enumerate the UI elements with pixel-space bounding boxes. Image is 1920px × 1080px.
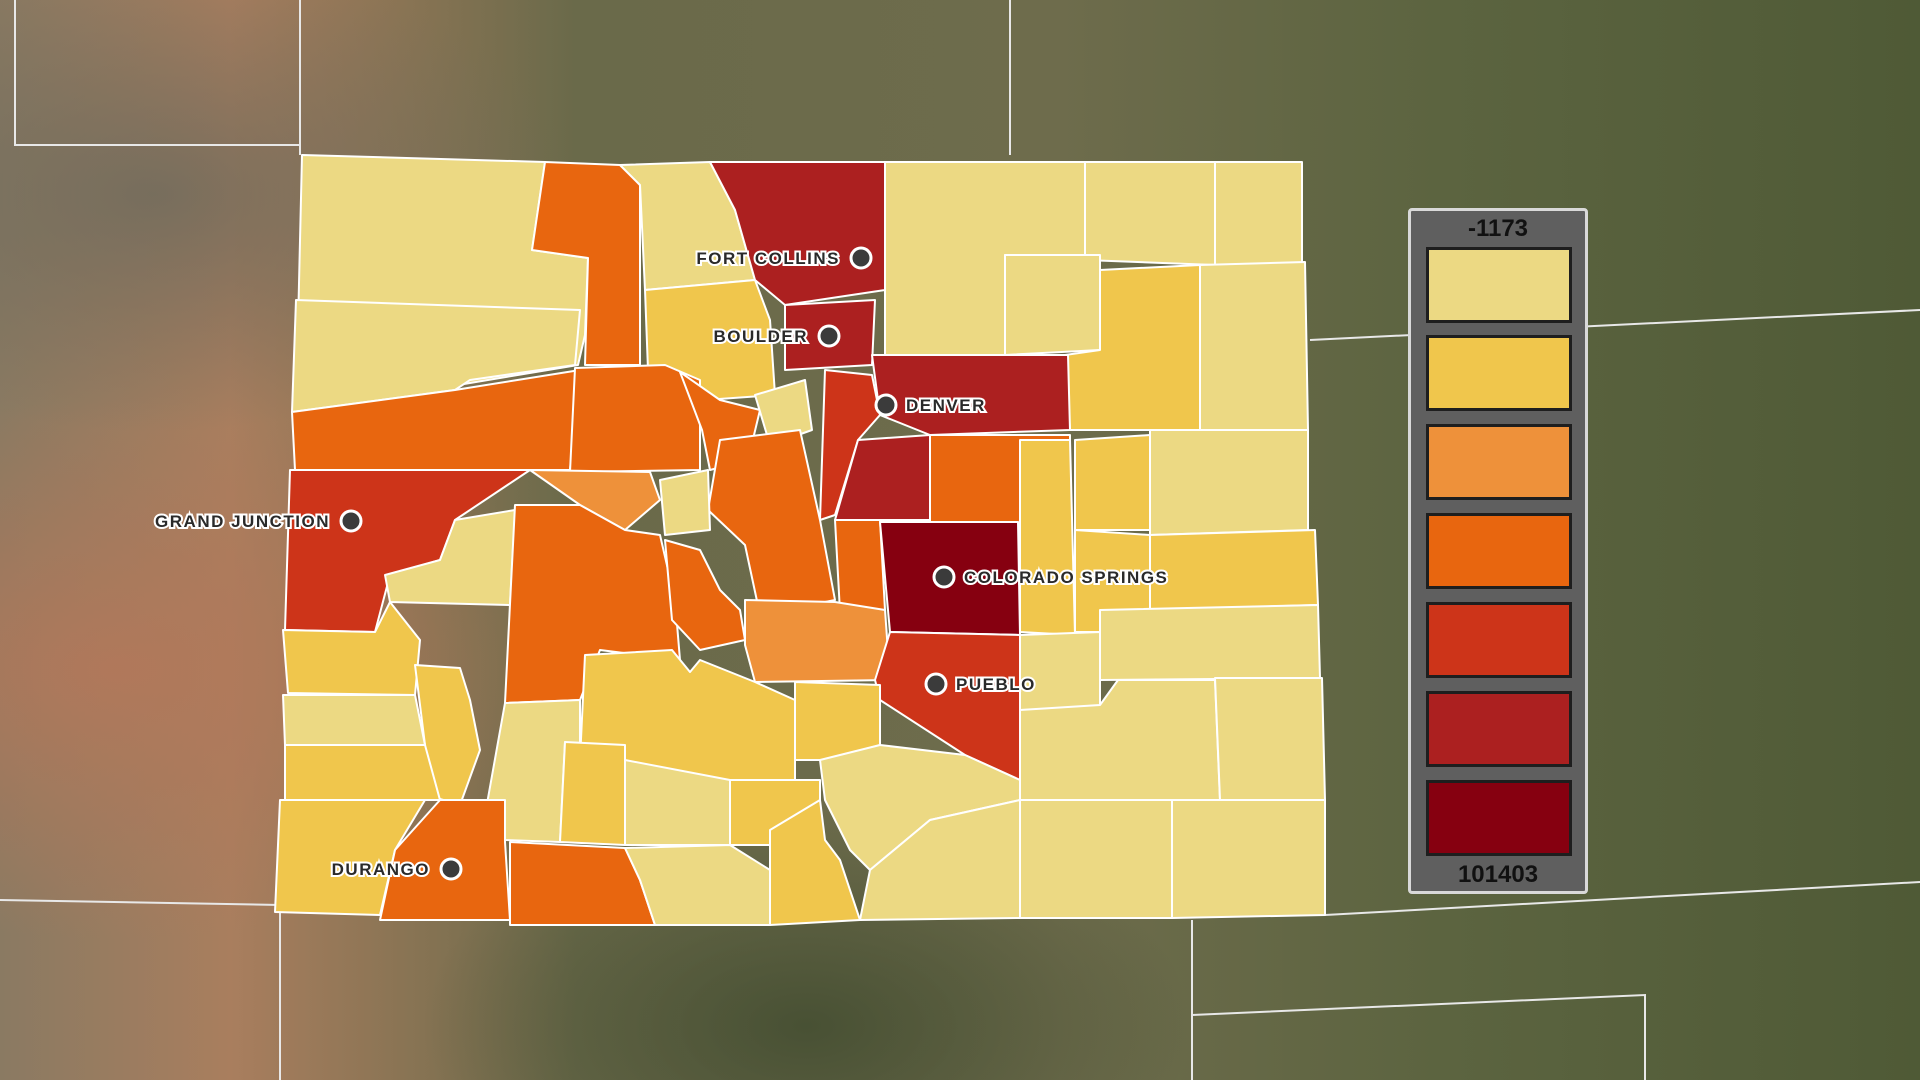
county[interactable]	[859, 799, 1021, 921]
county[interactable]	[834, 519, 886, 613]
county[interactable]	[569, 364, 701, 473]
county[interactable]	[664, 539, 746, 651]
legend-swatch	[1426, 602, 1572, 678]
county[interactable]	[529, 469, 661, 531]
durango-label: DURANGO	[332, 860, 430, 879]
county[interactable]	[754, 379, 813, 446]
county[interactable]	[1199, 261, 1309, 431]
county[interactable]	[1214, 677, 1326, 801]
county[interactable]	[1214, 161, 1303, 266]
county[interactable]	[744, 599, 891, 683]
county[interactable]	[871, 354, 1071, 436]
county[interactable]	[1019, 631, 1101, 711]
county[interactable]	[769, 799, 861, 926]
colorado-counties	[274, 154, 1326, 926]
legend-swatch	[1426, 513, 1572, 589]
colorado-springs-label: COLORADO SPRINGS	[964, 568, 1168, 587]
pueblo-marker[interactable]	[924, 672, 948, 696]
pueblo-label: PUEBLO	[956, 675, 1036, 694]
denver-label: DENVER	[906, 396, 986, 415]
county[interactable]	[1149, 429, 1309, 536]
county[interactable]	[1084, 161, 1216, 266]
fort-collins-label: FORT COLLINS	[696, 249, 840, 268]
grand-junction-label: GRAND JUNCTION	[155, 512, 330, 531]
city-markers: FORT COLLINS BOULDER DENVER GRAND JUNCTI…	[153, 246, 1169, 881]
boulder-marker[interactable]	[817, 324, 841, 348]
boulder-label: BOULDER	[713, 327, 808, 346]
legend-min-value: -1173	[1467, 215, 1529, 242]
county[interactable]	[282, 601, 421, 696]
county[interactable]	[282, 694, 426, 746]
county[interactable]	[659, 469, 711, 536]
fort-collins-marker[interactable]	[849, 246, 873, 270]
legend-swatch	[1426, 335, 1572, 411]
legend-swatch	[1426, 424, 1572, 500]
color-legend: -1173 101403	[1408, 208, 1588, 894]
county[interactable]	[1149, 529, 1319, 611]
grand-junction-marker[interactable]	[339, 509, 363, 533]
colorado-springs-marker[interactable]	[932, 565, 956, 589]
county[interactable]	[1171, 799, 1326, 919]
county[interactable]	[284, 744, 441, 801]
county[interactable]	[1019, 439, 1076, 636]
county[interactable]	[559, 741, 626, 846]
denver-marker[interactable]	[874, 393, 898, 417]
legend-swatch	[1426, 691, 1572, 767]
legend-swatch	[1426, 780, 1572, 856]
county[interactable]	[1099, 604, 1321, 681]
county[interactable]	[1074, 434, 1151, 531]
county[interactable]	[1019, 799, 1173, 919]
durango-marker[interactable]	[439, 857, 463, 881]
county[interactable]	[1004, 254, 1101, 356]
legend-max-value: 101403	[1457, 861, 1539, 888]
legend-swatch	[1426, 247, 1572, 323]
